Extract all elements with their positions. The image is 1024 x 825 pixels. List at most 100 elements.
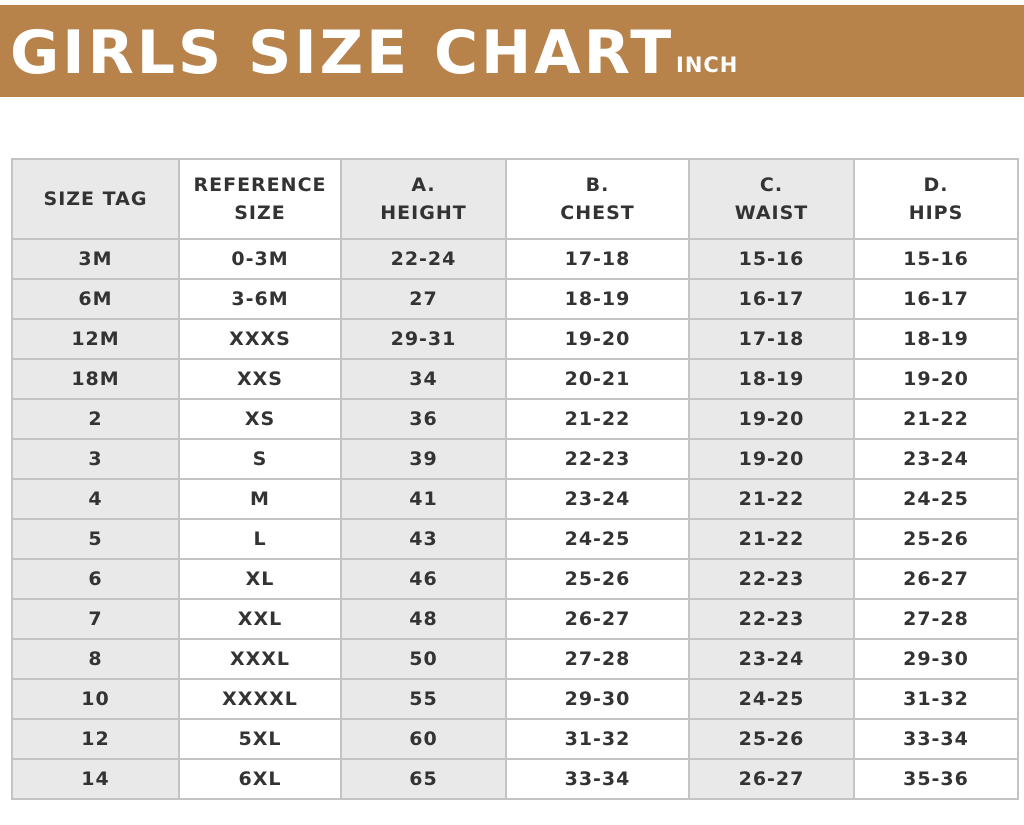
table-cell: 35-36	[853, 758, 1019, 800]
table-row: 4 M 41 23-24 21-22 24-25	[11, 478, 1019, 520]
table-row: 7 XXL 48 26-27 22-23 27-28	[11, 598, 1019, 640]
table-cell: 50	[340, 638, 507, 680]
header-line: A.	[411, 174, 436, 196]
title: GIRLS SIZE CHART	[10, 18, 675, 88]
column-header: D. HIPS	[853, 158, 1019, 240]
table-cell: XXL	[178, 598, 342, 640]
table-cell: 24-25	[853, 478, 1019, 520]
table-row: 3 S 39 22-23 19-20 23-24	[11, 438, 1019, 480]
table-cell: 22-23	[688, 558, 855, 600]
table-row: 10 XXXXL 55 29-30 24-25 31-32	[11, 678, 1019, 720]
column-header: A. HEIGHT	[340, 158, 507, 240]
table-cell: 46	[340, 558, 507, 600]
table-cell: 24-25	[505, 518, 690, 560]
table-cell: 33-34	[505, 758, 690, 800]
column-header: REFERENCE SIZE	[178, 158, 342, 240]
table-cell: 4	[11, 478, 180, 520]
table-cell: 17-18	[505, 238, 690, 280]
table-cell: 12M	[11, 318, 180, 360]
table-cell: 15-16	[688, 238, 855, 280]
table-cell: 16-17	[853, 278, 1019, 320]
header-line: SIZE	[234, 202, 286, 224]
table-cell: XXXXL	[178, 678, 342, 720]
size-table: SIZE TAG REFERENCE SIZE A. HEIGHT B. CHEST C. WA…	[11, 158, 1019, 800]
table-cell: 26-27	[853, 558, 1019, 600]
table-cell: 29-31	[340, 318, 507, 360]
table-row: 18M XXS 34 20-21 18-19 19-20	[11, 358, 1019, 400]
table-cell: 60	[340, 718, 507, 760]
table-row: 3M 0-3M 22-24 17-18 15-16 15-16	[11, 238, 1019, 280]
table-cell: 33-34	[853, 718, 1019, 760]
table-cell: 17-18	[688, 318, 855, 360]
table-cell: 14	[11, 758, 180, 800]
table-cell: 19-20	[853, 358, 1019, 400]
table-row: 8 XXXL 50 27-28 23-24 29-30	[11, 638, 1019, 680]
table-cell: 0-3M	[178, 238, 342, 280]
table-cell: 6	[11, 558, 180, 600]
table-cell: 18-19	[688, 358, 855, 400]
table-cell: 3M	[11, 238, 180, 280]
table-cell: 29-30	[505, 678, 690, 720]
table-cell: 34	[340, 358, 507, 400]
table-cell: 21-22	[853, 398, 1019, 440]
column-header: SIZE TAG	[11, 158, 180, 240]
table-cell: 5	[11, 518, 180, 560]
unit-label: INCH	[676, 53, 739, 77]
table-cell: 24-25	[688, 678, 855, 720]
table-cell: XXXS	[178, 318, 342, 360]
table-cell: 23-24	[688, 638, 855, 680]
table-cell: 3-6M	[178, 278, 342, 320]
table-cell: 36	[340, 398, 507, 440]
table-cell: 26-27	[688, 758, 855, 800]
table-cell: 25-26	[505, 558, 690, 600]
table-cell: 27-28	[505, 638, 690, 680]
table-cell: 15-16	[853, 238, 1019, 280]
header-line: HIPS	[908, 202, 964, 224]
table-cell: 6M	[11, 278, 180, 320]
header-line: CHEST	[560, 202, 635, 224]
header-line: REFERENCE	[193, 174, 327, 196]
table-cell: 19-20	[688, 438, 855, 480]
table-cell: 43	[340, 518, 507, 560]
table-cell: XXS	[178, 358, 342, 400]
table-cell: 22-23	[688, 598, 855, 640]
header-row: SIZE TAG REFERENCE SIZE A. HEIGHT B. CHEST C. WA…	[11, 158, 1019, 240]
table-cell: 19-20	[688, 398, 855, 440]
table-cell: 21-22	[505, 398, 690, 440]
header-line: B.	[585, 174, 610, 196]
table-cell: S	[178, 438, 342, 480]
table-cell: XS	[178, 398, 342, 440]
table-cell: 41	[340, 478, 507, 520]
table-cell: 31-32	[505, 718, 690, 760]
table-cell: 12	[11, 718, 180, 760]
table-cell: 21-22	[688, 478, 855, 520]
table-cell: 25-26	[853, 518, 1019, 560]
table-cell: 19-20	[505, 318, 690, 360]
table-cell: 18-19	[853, 318, 1019, 360]
table-row: 6 XL 46 25-26 22-23 26-27	[11, 558, 1019, 600]
table-cell: 18-19	[505, 278, 690, 320]
table-cell: 2	[11, 398, 180, 440]
table-cell: 31-32	[853, 678, 1019, 720]
header-line: HEIGHT	[380, 202, 467, 224]
table-cell: 65	[340, 758, 507, 800]
table-cell: 21-22	[688, 518, 855, 560]
table-cell: 3	[11, 438, 180, 480]
table-cell: 23-24	[505, 478, 690, 520]
table-cell: 6XL	[178, 758, 342, 800]
column-header: B. CHEST	[505, 158, 690, 240]
table-cell: 29-30	[853, 638, 1019, 680]
header-line: WAIST	[734, 202, 809, 224]
table-cell: 48	[340, 598, 507, 640]
table-cell: 55	[340, 678, 507, 720]
table-cell: 20-21	[505, 358, 690, 400]
table-cell: XXXL	[178, 638, 342, 680]
table-cell: 23-24	[853, 438, 1019, 480]
table-cell: 22-24	[340, 238, 507, 280]
table-cell: 8	[11, 638, 180, 680]
header-line: C.	[759, 174, 784, 196]
table-cell: 16-17	[688, 278, 855, 320]
table-cell: 26-27	[505, 598, 690, 640]
table-cell: M	[178, 478, 342, 520]
